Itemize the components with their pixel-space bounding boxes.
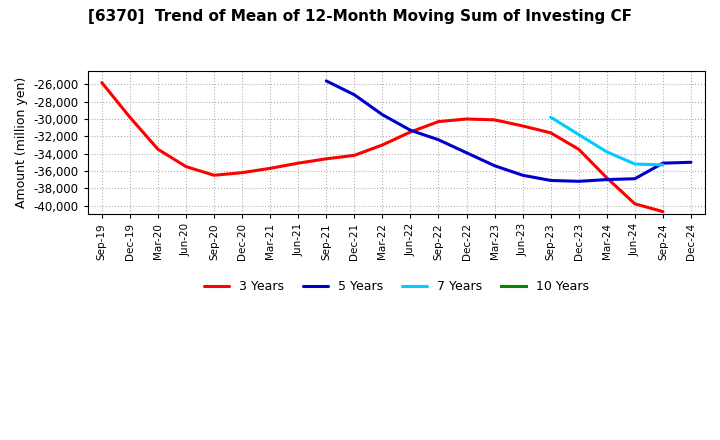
Line: 7 Years: 7 Years <box>551 117 663 165</box>
Text: [6370]  Trend of Mean of 12-Month Moving Sum of Investing CF: [6370] Trend of Mean of 12-Month Moving … <box>88 9 632 24</box>
5 Years <box>406 128 415 133</box>
5 Years <box>350 92 359 97</box>
3 Years <box>378 142 387 147</box>
5 Years <box>603 177 611 182</box>
Line: 3 Years: 3 Years <box>102 83 663 212</box>
3 Years <box>294 161 302 166</box>
3 Years <box>631 201 639 206</box>
3 Years <box>210 172 218 178</box>
7 Years <box>603 149 611 154</box>
3 Years <box>603 175 611 180</box>
3 Years <box>406 129 415 135</box>
5 Years <box>575 179 583 184</box>
7 Years <box>546 115 555 120</box>
7 Years <box>575 132 583 137</box>
5 Years <box>659 161 667 166</box>
5 Years <box>687 160 696 165</box>
5 Years <box>546 178 555 183</box>
3 Years <box>97 80 106 85</box>
3 Years <box>322 156 330 161</box>
5 Years <box>490 163 499 169</box>
3 Years <box>434 119 443 124</box>
3 Years <box>546 130 555 136</box>
5 Years <box>434 137 443 143</box>
5 Years <box>462 150 471 155</box>
Line: 5 Years: 5 Years <box>326 81 691 181</box>
3 Years <box>153 147 162 152</box>
3 Years <box>659 209 667 214</box>
3 Years <box>181 164 190 169</box>
Y-axis label: Amount (million yen): Amount (million yen) <box>15 77 28 209</box>
7 Years <box>659 162 667 168</box>
3 Years <box>238 170 246 175</box>
3 Years <box>462 116 471 121</box>
5 Years <box>378 112 387 117</box>
3 Years <box>490 117 499 122</box>
3 Years <box>350 153 359 158</box>
3 Years <box>575 147 583 152</box>
7 Years <box>631 161 639 167</box>
3 Years <box>266 166 274 171</box>
3 Years <box>125 115 134 120</box>
5 Years <box>322 78 330 84</box>
5 Years <box>518 172 527 178</box>
Legend: 3 Years, 5 Years, 7 Years, 10 Years: 3 Years, 5 Years, 7 Years, 10 Years <box>199 275 594 298</box>
3 Years <box>518 123 527 128</box>
5 Years <box>631 176 639 181</box>
